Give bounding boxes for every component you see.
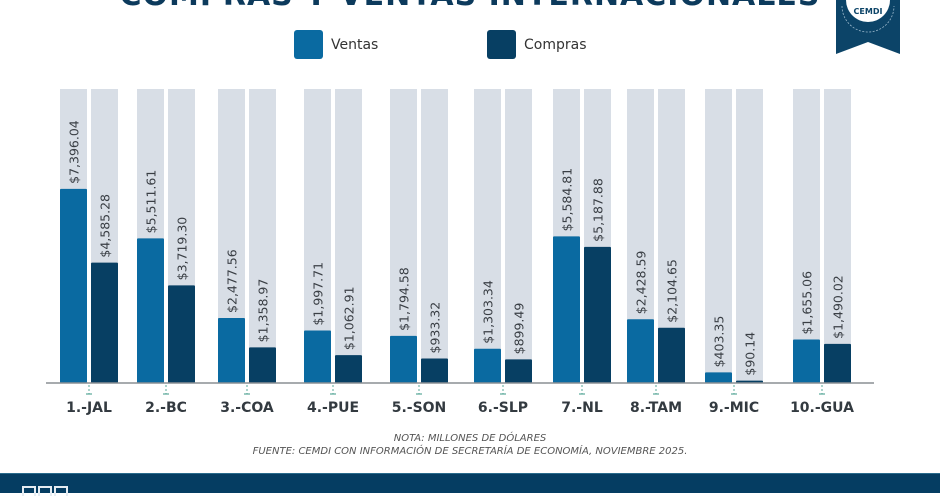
legend-swatch-ventas — [294, 30, 323, 59]
data-label-compras: $2,104.65 — [665, 259, 680, 323]
bar-ventas — [627, 319, 654, 383]
data-label-compras: $90.14 — [743, 332, 758, 376]
bar-ventas — [137, 238, 164, 383]
bar-background — [824, 89, 851, 383]
x-tick-label: 6.-SLP — [478, 400, 528, 416]
x-tick-label: 7.-NL — [561, 400, 603, 416]
x-tick-label: 3.-COA — [220, 400, 274, 416]
legend-label-compras: Compras — [524, 36, 587, 53]
data-label-ventas: $2,477.56 — [225, 249, 240, 313]
x-tick-label: 2.-BC — [145, 400, 187, 416]
bar-ventas — [553, 236, 580, 383]
bar-compras — [584, 246, 611, 383]
bar-compras — [658, 327, 685, 383]
x-tick-label: 10.-GUA — [790, 400, 854, 416]
bar-background — [335, 89, 362, 383]
chart-legend: Ventas Compras — [0, 30, 940, 60]
bar-background — [249, 89, 276, 383]
data-label-ventas: $1,303.34 — [481, 280, 496, 344]
legend-label-ventas: Ventas — [331, 36, 379, 53]
note-source: FUENTE: CEMDI CON INFORMACIÓN DE SECRETA… — [252, 446, 688, 457]
data-label-compras: $5,187.88 — [591, 178, 606, 242]
bar-chart: $7,396.04 $4,585.28 1.-JAL $5,511.61 $3,719.… — [46, 89, 874, 416]
data-label-ventas: $403.35 — [712, 316, 727, 368]
data-label-compras: $1,358.97 — [256, 279, 271, 343]
bar-compras — [91, 262, 118, 383]
data-label-compras: $1,062.91 — [342, 286, 357, 350]
data-label-compras: $4,585.28 — [98, 194, 113, 258]
bar-ventas — [390, 335, 417, 383]
footer-icon — [38, 486, 52, 496]
x-tick-label: 1.-JAL — [66, 400, 112, 416]
bar-compras — [335, 355, 362, 383]
x-tick-label: 5.-SON — [392, 400, 447, 416]
bar-ventas — [705, 372, 732, 383]
bar-background — [390, 89, 417, 383]
data-label-compras: $3,719.30 — [175, 217, 190, 281]
bar-compras — [505, 359, 532, 383]
bar-background — [421, 89, 448, 383]
bar-ventas — [218, 317, 245, 383]
bar-ventas — [304, 330, 331, 383]
data-label-compras: $933.32 — [428, 302, 443, 354]
data-label-ventas: $5,511.61 — [144, 170, 159, 234]
legend-item-ventas: Ventas — [294, 30, 378, 59]
bar-background — [736, 89, 763, 383]
data-label-ventas: $5,584.81 — [560, 168, 575, 232]
bar-background — [505, 89, 532, 383]
bar-compras — [168, 285, 195, 383]
chart-title: COMPRAS Y VENTAS INTERNACIONALES — [0, 0, 940, 13]
bar-background — [705, 89, 732, 383]
legend-item-compras: Compras — [487, 30, 587, 59]
footer-icon — [22, 486, 36, 496]
data-label-ventas: $2,428.59 — [634, 251, 649, 315]
data-label-ventas: $1,794.58 — [397, 267, 412, 331]
bar-compras — [249, 347, 276, 383]
bar-ventas — [793, 339, 820, 383]
bar-ventas — [474, 348, 501, 383]
data-label-ventas: $1,997.71 — [311, 262, 326, 326]
cemdi-badge-logo: CEMDI — [836, 0, 900, 54]
data-label-ventas: $1,655.06 — [800, 271, 815, 335]
bar-ventas — [60, 188, 87, 383]
data-label-compras: $899.49 — [512, 303, 527, 355]
footer-icon — [54, 486, 68, 496]
x-tick-label: 8.-TAM — [630, 400, 682, 416]
x-tick-label: 9.-MIC — [709, 400, 759, 416]
badge-text: CEMDI — [854, 7, 883, 16]
note-units: NOTA: MILLONES DE DÓLARES — [393, 433, 547, 444]
bar-compras — [421, 358, 448, 383]
data-label-ventas: $7,396.04 — [67, 120, 82, 184]
footer-logo-icons — [22, 486, 68, 496]
legend-swatch-compras — [487, 30, 516, 59]
footer-bar — [0, 473, 940, 496]
bar-compras — [824, 343, 851, 383]
bar-background — [793, 89, 820, 383]
data-label-compras: $1,490.02 — [831, 275, 846, 339]
bar-background — [474, 89, 501, 383]
x-tick-label: 4.-PUE — [307, 400, 359, 416]
